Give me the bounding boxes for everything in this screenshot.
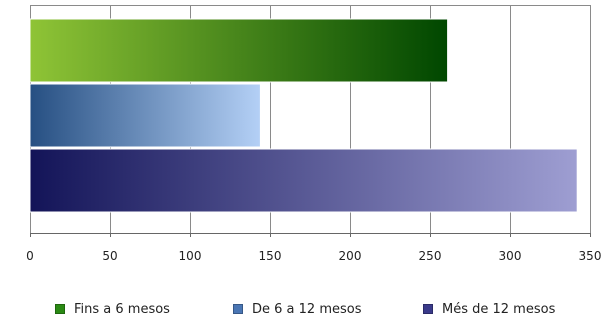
legend-label: Més de 12 mesos	[442, 301, 556, 317]
bar-0	[29, 18, 449, 83]
legend-swatch-fins-6-mesos	[55, 304, 65, 314]
bar-1	[29, 83, 261, 148]
bar-2	[29, 148, 578, 213]
x-tick-label: 50	[102, 249, 117, 263]
legend-label: Fins a 6 mesos	[74, 301, 170, 317]
x-axis	[30, 233, 591, 237]
bar-chart: 0 50 100 150 200 250 300 350	[26, 5, 601, 263]
x-tick-label: 0	[26, 249, 34, 263]
x-tick-label: 350	[579, 249, 602, 263]
x-tick-labels: 0 50 100 150 200 250 300 350	[26, 249, 601, 263]
x-tick-label: 300	[499, 249, 522, 263]
legend-swatch-6-12-mesos	[233, 304, 243, 314]
bars-group	[29, 18, 578, 213]
legend-swatch-mes-12-mesos	[423, 304, 433, 314]
legend: Fins a 6 mesos De 6 a 12 mesos Més de 12…	[0, 299, 615, 323]
legend-label: De 6 a 12 mesos	[252, 301, 362, 317]
x-tick-label: 100	[179, 249, 202, 263]
legend-item-6-12-mesos: De 6 a 12 mesos	[233, 299, 361, 319]
legend-item-mes-12-mesos: Més de 12 mesos	[423, 299, 555, 319]
x-tick-label: 200	[339, 249, 362, 263]
x-tick-label: 150	[259, 249, 282, 263]
legend-item-fins-6-mesos: Fins a 6 mesos	[55, 299, 170, 319]
x-tick-label: 250	[419, 249, 442, 263]
